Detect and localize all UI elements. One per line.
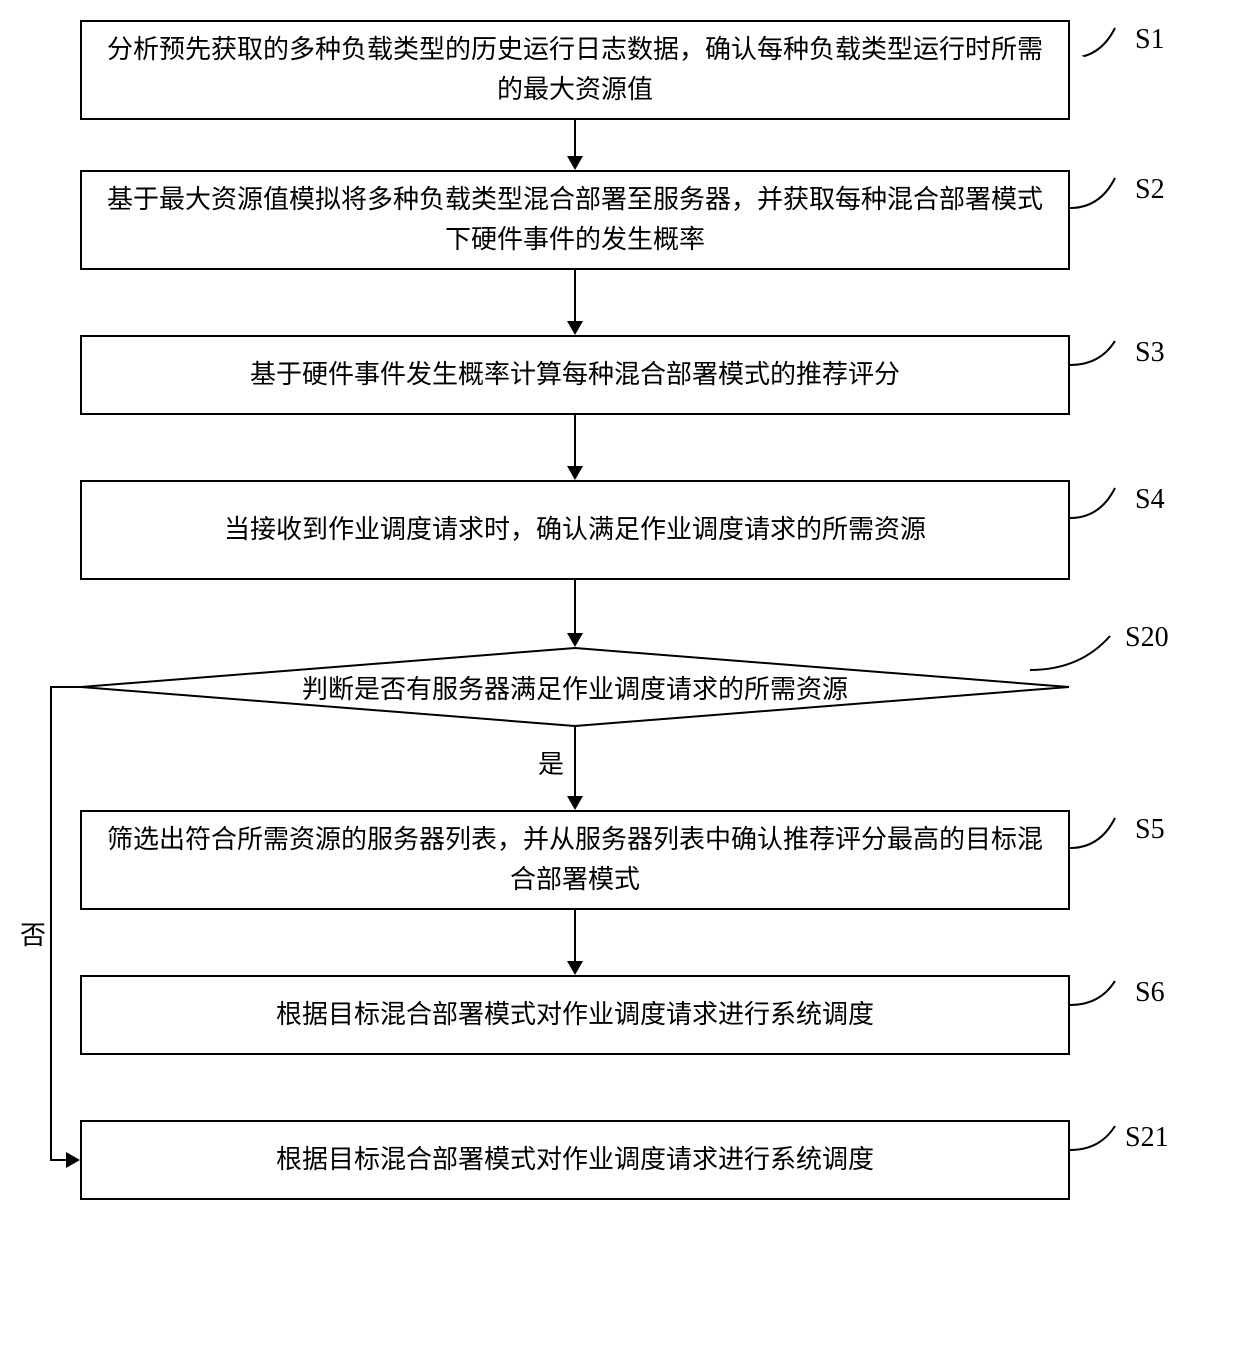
node-s21: 根据目标混合部署模式对作业调度请求进行系统调度 (80, 1120, 1070, 1200)
no-label: 否 (20, 915, 46, 952)
node-s5: 筛选出符合所需资源的服务器列表，并从服务器列表中确认推荐评分最高的目标混合部署模… (80, 810, 1070, 910)
label-s5: S5 (1135, 814, 1165, 846)
node-s1: 分析预先获取的多种负载类型的历史运行日志数据，确认每种负载类型运行时所需的最大资… (80, 20, 1070, 120)
node-s1-text: 分析预先获取的多种负载类型的历史运行日志数据，确认每种负载类型运行时所需的最大资… (102, 30, 1048, 111)
label-curve-s2 (1070, 170, 1130, 210)
node-s6-text: 根据目标混合部署模式对作业调度请求进行系统调度 (276, 995, 874, 1035)
label-curve-s3 (1070, 335, 1130, 375)
node-s3: 基于硬件事件发生概率计算每种混合部署模式的推荐评分 (80, 335, 1070, 415)
node-s4-text: 当接收到作业调度请求时，确认满足作业调度请求的所需资源 (224, 510, 926, 550)
node-s5-text: 筛选出符合所需资源的服务器列表，并从服务器列表中确认推荐评分最高的目标混合部署模… (102, 820, 1048, 901)
yes-label: 是 (538, 744, 564, 781)
label-curve-s4 (1070, 480, 1130, 520)
label-curve-s6 (1070, 975, 1130, 1015)
node-s2: 基于最大资源值模拟将多种负载类型混合部署至服务器，并获取每种混合部署模式下硬件事… (80, 170, 1070, 270)
no-path-arrowhead (66, 1152, 80, 1168)
node-s6: 根据目标混合部署模式对作业调度请求进行系统调度 (80, 975, 1070, 1055)
arrowhead-s20-s5 (567, 796, 583, 810)
arrow-s1-s2 (574, 120, 576, 158)
label-curve-s1 (1070, 20, 1130, 60)
no-path-h1 (50, 686, 82, 688)
arrowhead-s4-s20 (567, 633, 583, 647)
node-s20: 判断是否有服务器满足作业调度请求的所需资源 (80, 647, 1070, 727)
arrowhead-s3-s4 (567, 466, 583, 480)
arrowhead-s2-s3 (567, 321, 583, 335)
label-s1: S1 (1135, 24, 1165, 56)
label-s20: S20 (1125, 622, 1169, 654)
label-s6: S6 (1135, 977, 1165, 1009)
node-s2-text: 基于最大资源值模拟将多种负载类型混合部署至服务器，并获取每种混合部署模式下硬件事… (102, 180, 1048, 261)
label-s21: S21 (1125, 1122, 1169, 1154)
node-s20-text: 判断是否有服务器满足作业调度请求的所需资源 (80, 647, 1070, 727)
label-s2: S2 (1135, 174, 1165, 206)
label-s4: S4 (1135, 484, 1165, 516)
node-s4: 当接收到作业调度请求时，确认满足作业调度请求的所需资源 (80, 480, 1070, 580)
label-curve-s5 (1070, 810, 1130, 850)
arrow-s2-s3 (574, 270, 576, 323)
no-path-v (50, 686, 52, 1160)
arrow-s5-s6 (574, 910, 576, 963)
flowchart-container: 分析预先获取的多种负载类型的历史运行日志数据，确认每种负载类型运行时所需的最大资… (20, 20, 1220, 1327)
arrowhead-s1-s2 (567, 156, 583, 170)
label-curve-s21 (1070, 1120, 1130, 1160)
node-s3-text: 基于硬件事件发生概率计算每种混合部署模式的推荐评分 (250, 355, 900, 395)
arrow-s3-s4 (574, 415, 576, 468)
label-s3: S3 (1135, 337, 1165, 369)
node-s21-text: 根据目标混合部署模式对作业调度请求进行系统调度 (276, 1140, 874, 1180)
arrow-s20-s5 (574, 727, 576, 798)
label-curve-s20 (1030, 630, 1130, 680)
arrowhead-s5-s6 (567, 961, 583, 975)
arrow-s4-s20 (574, 580, 576, 635)
